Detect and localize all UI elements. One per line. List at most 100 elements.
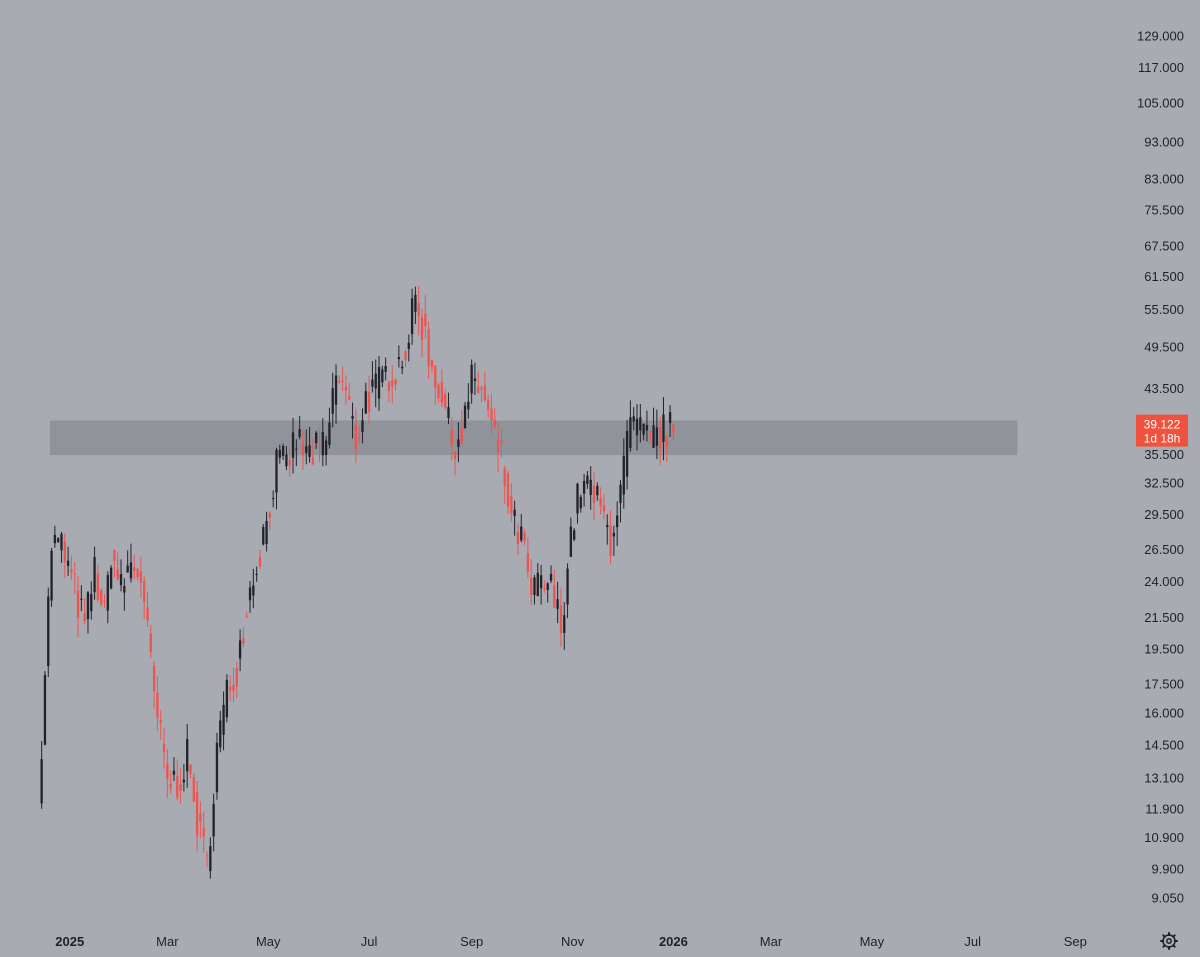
candle-body (606, 524, 609, 528)
candle-body (116, 569, 119, 580)
candle (665, 435, 668, 463)
candle (444, 388, 447, 411)
candle (493, 407, 496, 430)
candle-body (404, 351, 407, 360)
candle (53, 525, 57, 548)
candle-body (275, 449, 278, 493)
candle-body (569, 526, 573, 557)
candle-body (248, 587, 252, 601)
time-axis[interactable]: 2025 Mar May Jul Sep Nov 2026 Mar May Jul Sep (55, 934, 1087, 949)
candle (387, 380, 391, 403)
candle-body (90, 593, 93, 612)
candle-body (139, 571, 143, 583)
candle-body (209, 846, 212, 872)
candle-body (612, 532, 616, 537)
candle (358, 426, 361, 444)
candle (162, 728, 166, 769)
candle (324, 435, 328, 466)
candle-body (496, 439, 500, 453)
price-axis[interactable]: 129.000 117.000 105.000 93.000 83.000 75.500 6… (1137, 29, 1184, 906)
candle-body (272, 498, 275, 500)
candle-body (467, 401, 470, 410)
candle-body (430, 360, 434, 368)
candle (662, 397, 665, 461)
candle (477, 371, 480, 394)
y-tick-label: 17.500 (1144, 677, 1184, 692)
candle (440, 369, 444, 408)
candle (209, 837, 212, 879)
candle (334, 364, 338, 424)
candle-body (215, 742, 219, 793)
candle-body (589, 479, 592, 495)
candle (606, 514, 609, 545)
candle-body (162, 743, 166, 753)
candle (596, 482, 599, 501)
y-tick-label: 29.500 (1144, 507, 1184, 522)
candle (506, 470, 510, 514)
candle-body (586, 475, 589, 485)
candle (136, 568, 139, 581)
y-tick-label: 93.000 (1144, 135, 1184, 150)
candle-body (103, 600, 106, 602)
candle (473, 362, 477, 395)
candle (430, 359, 434, 373)
candle-body (616, 515, 619, 528)
candle-body (63, 541, 66, 563)
candle (63, 532, 66, 579)
candle (90, 581, 93, 620)
candle-body (192, 777, 195, 802)
candle-body (152, 665, 156, 692)
candle (50, 548, 53, 607)
candle (589, 466, 592, 510)
candle-body (662, 414, 665, 442)
candle-body (258, 557, 262, 567)
candle-body (619, 484, 622, 504)
candle-body (219, 720, 222, 748)
candle (96, 564, 100, 603)
candle-body (410, 298, 414, 335)
candle (186, 723, 189, 788)
candle (189, 763, 192, 779)
candle-body (576, 483, 579, 514)
candle-body (450, 429, 453, 446)
y-tick-label: 14.500 (1144, 738, 1184, 753)
candle (361, 408, 364, 444)
candle (83, 598, 86, 625)
gear-icon[interactable] (1158, 930, 1180, 952)
candle-body (543, 588, 546, 590)
candle (205, 851, 209, 868)
candle (182, 764, 186, 792)
candle (245, 611, 248, 619)
candle-body (417, 303, 420, 317)
candle (195, 780, 199, 852)
candle-body (579, 496, 582, 509)
candle-body (358, 437, 361, 439)
candle (612, 525, 616, 556)
candle-body (315, 432, 318, 444)
candle (139, 556, 143, 598)
candle (645, 410, 649, 442)
candle (609, 510, 612, 565)
candle-body (387, 381, 391, 391)
candle (123, 578, 126, 611)
candle (384, 357, 387, 381)
candle-body (123, 585, 126, 593)
candle-body (301, 441, 305, 456)
candle-body (549, 573, 553, 581)
candle-body (367, 392, 371, 412)
candle-body (242, 637, 245, 644)
candle (559, 588, 563, 647)
candle (377, 356, 381, 411)
candle (354, 408, 358, 464)
candle-body (377, 366, 381, 399)
candle (129, 543, 133, 583)
candle (437, 382, 440, 403)
candle (66, 546, 70, 577)
candle (480, 385, 483, 403)
candle-body (622, 455, 625, 495)
candle-body (632, 416, 635, 422)
candle-body (50, 550, 53, 601)
candle-body (278, 450, 281, 458)
candle (40, 741, 43, 809)
candle-body (374, 373, 377, 389)
